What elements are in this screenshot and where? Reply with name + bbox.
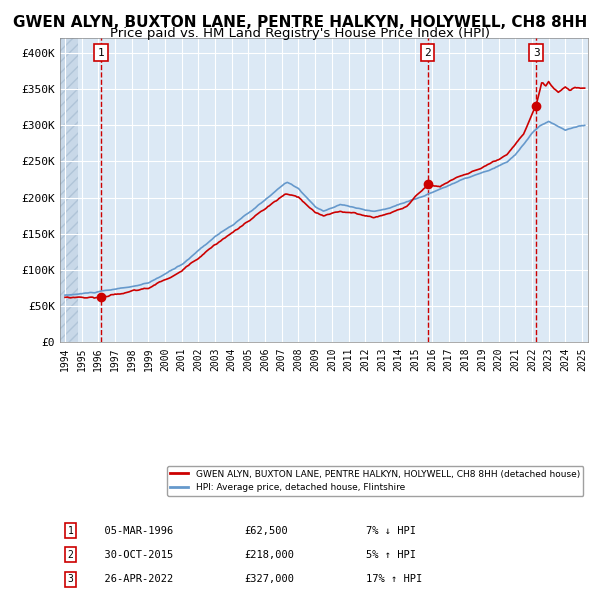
Text: 17% ↑ HPI: 17% ↑ HPI [366,574,422,584]
Legend: GWEN ALYN, BUXTON LANE, PENTRE HALKYN, HOLYWELL, CH8 8HH (detached house), HPI: : GWEN ALYN, BUXTON LANE, PENTRE HALKYN, H… [167,466,583,496]
Text: £218,000: £218,000 [245,550,295,560]
Text: 26-APR-2022: 26-APR-2022 [92,574,173,584]
Text: 3: 3 [68,574,73,584]
Text: 7% ↓ HPI: 7% ↓ HPI [366,526,416,536]
Bar [60,38,79,342]
Text: 30-OCT-2015: 30-OCT-2015 [92,550,173,560]
Text: 2: 2 [68,550,73,560]
Text: 05-MAR-1996: 05-MAR-1996 [92,526,173,536]
Text: 1: 1 [68,526,73,536]
Text: 1: 1 [98,48,104,58]
Text: 3: 3 [533,48,539,58]
Text: £62,500: £62,500 [245,526,289,536]
Text: 5% ↑ HPI: 5% ↑ HPI [366,550,416,560]
Text: £327,000: £327,000 [245,574,295,584]
Text: 2: 2 [424,48,431,58]
Text: GWEN ALYN, BUXTON LANE, PENTRE HALKYN, HOLYWELL, CH8 8HH: GWEN ALYN, BUXTON LANE, PENTRE HALKYN, H… [13,15,587,30]
Text: Price paid vs. HM Land Registry's House Price Index (HPI): Price paid vs. HM Land Registry's House … [110,27,490,40]
